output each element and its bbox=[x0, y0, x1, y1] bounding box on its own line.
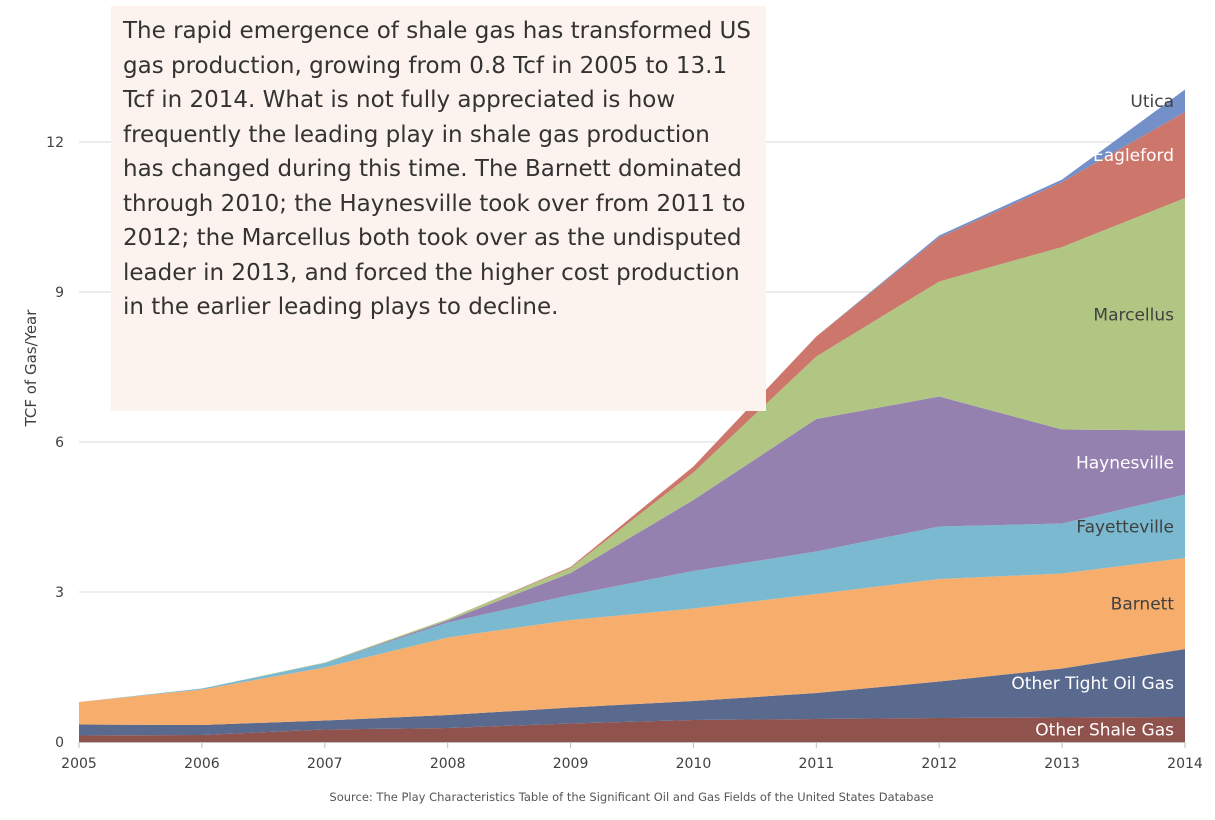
y-tick-label: 6 bbox=[55, 435, 64, 451]
y-tick-label: 9 bbox=[55, 285, 64, 301]
series-label: Utica bbox=[1130, 92, 1174, 112]
x-tick-label: 2005 bbox=[61, 756, 97, 772]
stacked-areas bbox=[79, 89, 1185, 742]
x-tick-label: 2007 bbox=[307, 756, 343, 772]
y-axis-label: TCF of Gas/Year bbox=[22, 309, 40, 428]
x-tick-label: 2008 bbox=[430, 756, 466, 772]
y-tick-label: 3 bbox=[55, 585, 64, 601]
x-tick-label: 2011 bbox=[799, 756, 835, 772]
series-label: Other Tight Oil Gas bbox=[1011, 674, 1174, 694]
source-note: Source: The Play Characteristics Table o… bbox=[329, 790, 934, 804]
area-other-shale-gas bbox=[79, 717, 1185, 742]
series-labels: Other Shale Gas Other Tight Oil Gas Barnet… bbox=[1011, 92, 1174, 741]
axes: 0 3 6 9 12 2005 2006 2007 2008 2009 2010 2011 2012 20… bbox=[46, 135, 1203, 772]
x-tick-label: 2012 bbox=[921, 756, 957, 772]
y-tick-label: 12 bbox=[46, 135, 64, 151]
series-label: Haynesville bbox=[1076, 454, 1174, 474]
y-tick-label: 0 bbox=[55, 735, 64, 751]
area-barnett bbox=[79, 558, 1185, 725]
area-marcellus bbox=[79, 198, 1185, 702]
annotation-box: The rapid emergence of shale gas has tra… bbox=[111, 6, 766, 411]
series-label: Barnett bbox=[1111, 595, 1175, 615]
area-other-tight-oil-gas bbox=[79, 649, 1185, 736]
series-label: Fayetteville bbox=[1076, 517, 1174, 537]
area-haynesville bbox=[79, 396, 1185, 702]
x-tick-label: 2013 bbox=[1044, 756, 1080, 772]
series-label: Other Shale Gas bbox=[1035, 721, 1174, 741]
x-tick-label: 2014 bbox=[1167, 756, 1203, 772]
series-label: Marcellus bbox=[1093, 305, 1174, 325]
area-fayetteville bbox=[79, 494, 1185, 702]
x-tick-label: 2010 bbox=[676, 756, 712, 772]
x-tick-label: 2009 bbox=[553, 756, 589, 772]
annotation-text: The rapid emergence of shale gas has tra… bbox=[123, 18, 751, 320]
x-tick-label: 2006 bbox=[184, 756, 220, 772]
series-label: Eagleford bbox=[1093, 146, 1174, 166]
